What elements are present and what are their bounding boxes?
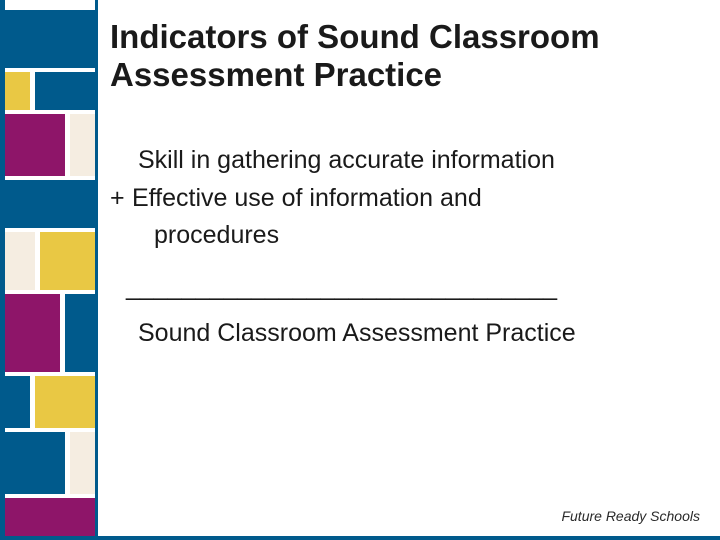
sidebar-block (5, 114, 65, 176)
plus-sign: + (110, 182, 132, 216)
sidebar-block (5, 294, 60, 372)
body-line-2: +Effective use of information and (110, 182, 700, 216)
sidebar-block (5, 72, 30, 110)
slide-content: Indicators of Sound Classroom Assessment… (110, 18, 700, 351)
decorative-sidebar (0, 0, 95, 540)
divider-underline: _______________________________ (110, 271, 700, 305)
sidebar-block (5, 232, 35, 290)
body-line-2-cont: procedures (110, 219, 700, 253)
slide-title: Indicators of Sound Classroom Assessment… (110, 18, 700, 94)
body-line-1: Skill in gathering accurate information (110, 144, 700, 178)
sidebar-block (70, 114, 95, 176)
sidebar-block (35, 72, 95, 110)
sidebar-block (5, 376, 30, 428)
sidebar-block (65, 294, 95, 372)
sidebar-block (5, 0, 95, 10)
sidebar-block (35, 376, 95, 428)
sidebar-block (70, 432, 95, 494)
sidebar-block (5, 180, 95, 228)
body-text: Skill in gathering accurate information … (110, 144, 700, 351)
sidebar-block (5, 432, 65, 494)
sidebar-block (5, 10, 95, 68)
sidebar-block (5, 498, 95, 540)
sidebar-block (40, 232, 95, 290)
vertical-divider (95, 0, 98, 540)
body-line-2-text: Effective use of information and (132, 184, 482, 212)
footer-text: Future Ready Schools (561, 508, 700, 524)
result-text: Sound Classroom Assessment Practice (110, 317, 700, 351)
bottom-border (0, 536, 720, 540)
